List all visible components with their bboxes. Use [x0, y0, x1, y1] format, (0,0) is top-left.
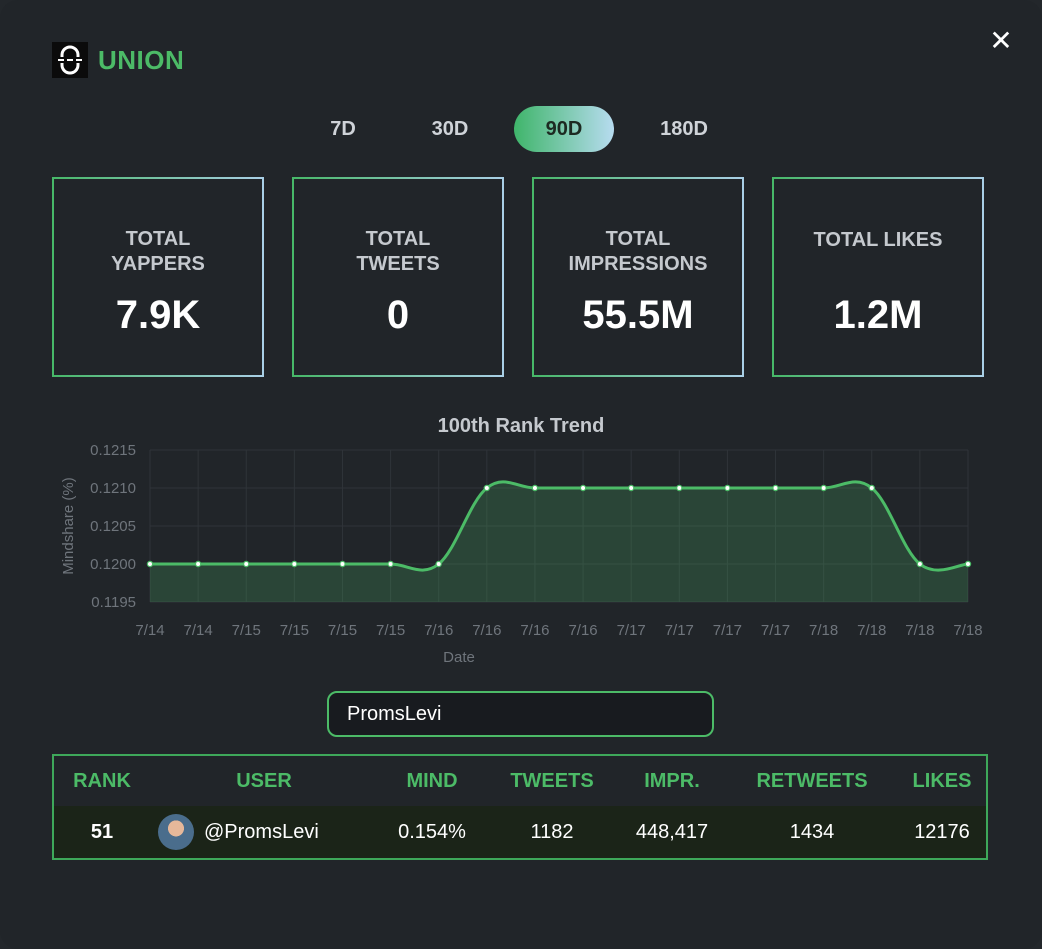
stat-label: TOTAL TWEETS [356, 228, 440, 275]
x-tick-label: 7/16 [472, 622, 501, 639]
leaderboard-table: RANK USER MIND TWEETS IMPR. RETWEETS LIK… [52, 754, 988, 860]
x-tick-label: 7/18 [953, 622, 982, 639]
col-rank[interactable]: RANK [73, 770, 131, 792]
data-point [387, 560, 394, 568]
table-row[interactable]: 51 @PromsLevi 0.154% 1182 448,417 1434 1… [54, 806, 986, 858]
x-tick-label: 7/17 [665, 622, 694, 639]
y-tick-label: 0.1200 [90, 556, 136, 573]
search-input[interactable] [327, 691, 714, 737]
stat-label: TOTAL IMPRESSIONS [568, 228, 708, 275]
col-tweets[interactable]: TWEETS [510, 770, 594, 792]
union-logo-icon [52, 42, 88, 78]
data-point [146, 560, 154, 568]
data-point [435, 560, 442, 568]
x-tick-label: 7/15 [376, 622, 405, 639]
data-point [531, 484, 539, 492]
stat-value: 1.2M [833, 293, 923, 337]
y-tick-label: 0.1215 [90, 442, 136, 459]
table-header: RANK USER MIND TWEETS IMPR. RETWEETS LIK… [54, 756, 986, 806]
stat-card-tweets: TOTAL TWEETS 0 [292, 177, 504, 377]
chart-title: 100th Rank Trend [437, 415, 605, 437]
x-tick-label: 7/15 [232, 622, 261, 639]
stat-label: TOTAL LIKES [813, 229, 943, 251]
x-tick-label: 7/17 [617, 622, 646, 639]
project-header: UNION [52, 42, 184, 78]
y-tick-label: 0.1205 [90, 518, 136, 535]
x-tick-label: 7/16 [520, 622, 549, 639]
x-tick-label: 7/15 [280, 622, 309, 639]
cell-user[interactable]: @PromsLevi [204, 821, 319, 843]
cell-mind: 0.154% [398, 821, 466, 843]
x-tick-label: 7/17 [713, 622, 742, 639]
project-name: UNION [98, 44, 185, 75]
stat-label: TOTAL YAPPERS [111, 228, 205, 275]
data-point [772, 484, 779, 492]
avatar[interactable] [158, 814, 194, 850]
x-tick-label: 7/17 [761, 622, 790, 639]
y-tick-label: 0.1210 [90, 480, 136, 497]
x-axis-label: Date [443, 649, 475, 666]
cell-retweets: 1434 [789, 821, 835, 843]
col-impressions[interactable]: IMPR. [644, 770, 700, 792]
col-user[interactable]: USER [236, 770, 292, 792]
stat-card-yappers: TOTAL YAPPERS 7.9K [52, 177, 264, 377]
y-tick-label: 0.1195 [91, 594, 136, 611]
x-tick-label: 7/14 [135, 622, 164, 639]
x-tick-label: 7/14 [184, 622, 213, 639]
tab-7d[interactable]: 7D [330, 118, 356, 140]
cell-rank: 51 [90, 821, 114, 843]
close-icon[interactable]: ✕ [989, 25, 1013, 56]
data-point [916, 560, 924, 568]
stat-card-impressions: TOTAL IMPRESSIONS 55.5M [532, 177, 744, 377]
x-tick-label: 7/18 [857, 622, 886, 639]
data-point [627, 484, 635, 492]
rank-trend-chart: 0.1215 0.1210 0.1205 0.1200 0.1195 7/14 7/14 7/… [60, 442, 983, 666]
data-point [820, 484, 827, 492]
tab-180d[interactable]: 180D [660, 118, 708, 140]
tab-30d[interactable]: 30D [431, 118, 469, 140]
tab-90d[interactable]: 90D [514, 106, 614, 152]
data-point [868, 484, 875, 492]
data-point [339, 560, 346, 568]
data-point [724, 484, 731, 492]
data-point [291, 560, 298, 568]
col-retweets[interactable]: RETWEETS [756, 770, 868, 792]
data-point [194, 560, 202, 568]
x-tick-label: 7/18 [809, 622, 838, 639]
data-point [964, 560, 972, 568]
col-likes[interactable]: LIKES [912, 770, 972, 792]
x-tick-label: 7/16 [424, 622, 453, 639]
cell-tweets: 1182 [530, 821, 574, 843]
data-point [483, 484, 491, 492]
x-tick-label: 7/18 [905, 622, 934, 639]
data-point [579, 484, 587, 492]
timeframe-tabs: 7D 30D 90D 180D [0, 106, 1042, 152]
stat-value: 55.5M [582, 293, 694, 337]
stat-card-likes: TOTAL LIKES 1.2M [772, 177, 984, 377]
x-tick-label: 7/15 [328, 622, 357, 639]
cell-likes: 12176 [914, 821, 970, 843]
data-point [243, 560, 250, 568]
cell-impressions: 448,417 [635, 821, 709, 843]
stat-value: 0 [386, 293, 410, 337]
x-tick-label: 7/16 [568, 622, 597, 639]
data-point [676, 484, 683, 492]
col-mind[interactable]: MIND [406, 770, 458, 792]
series-area [150, 481, 968, 602]
y-axis-label: Mindshare (%) [60, 477, 77, 575]
stat-value: 7.9K [115, 293, 201, 337]
